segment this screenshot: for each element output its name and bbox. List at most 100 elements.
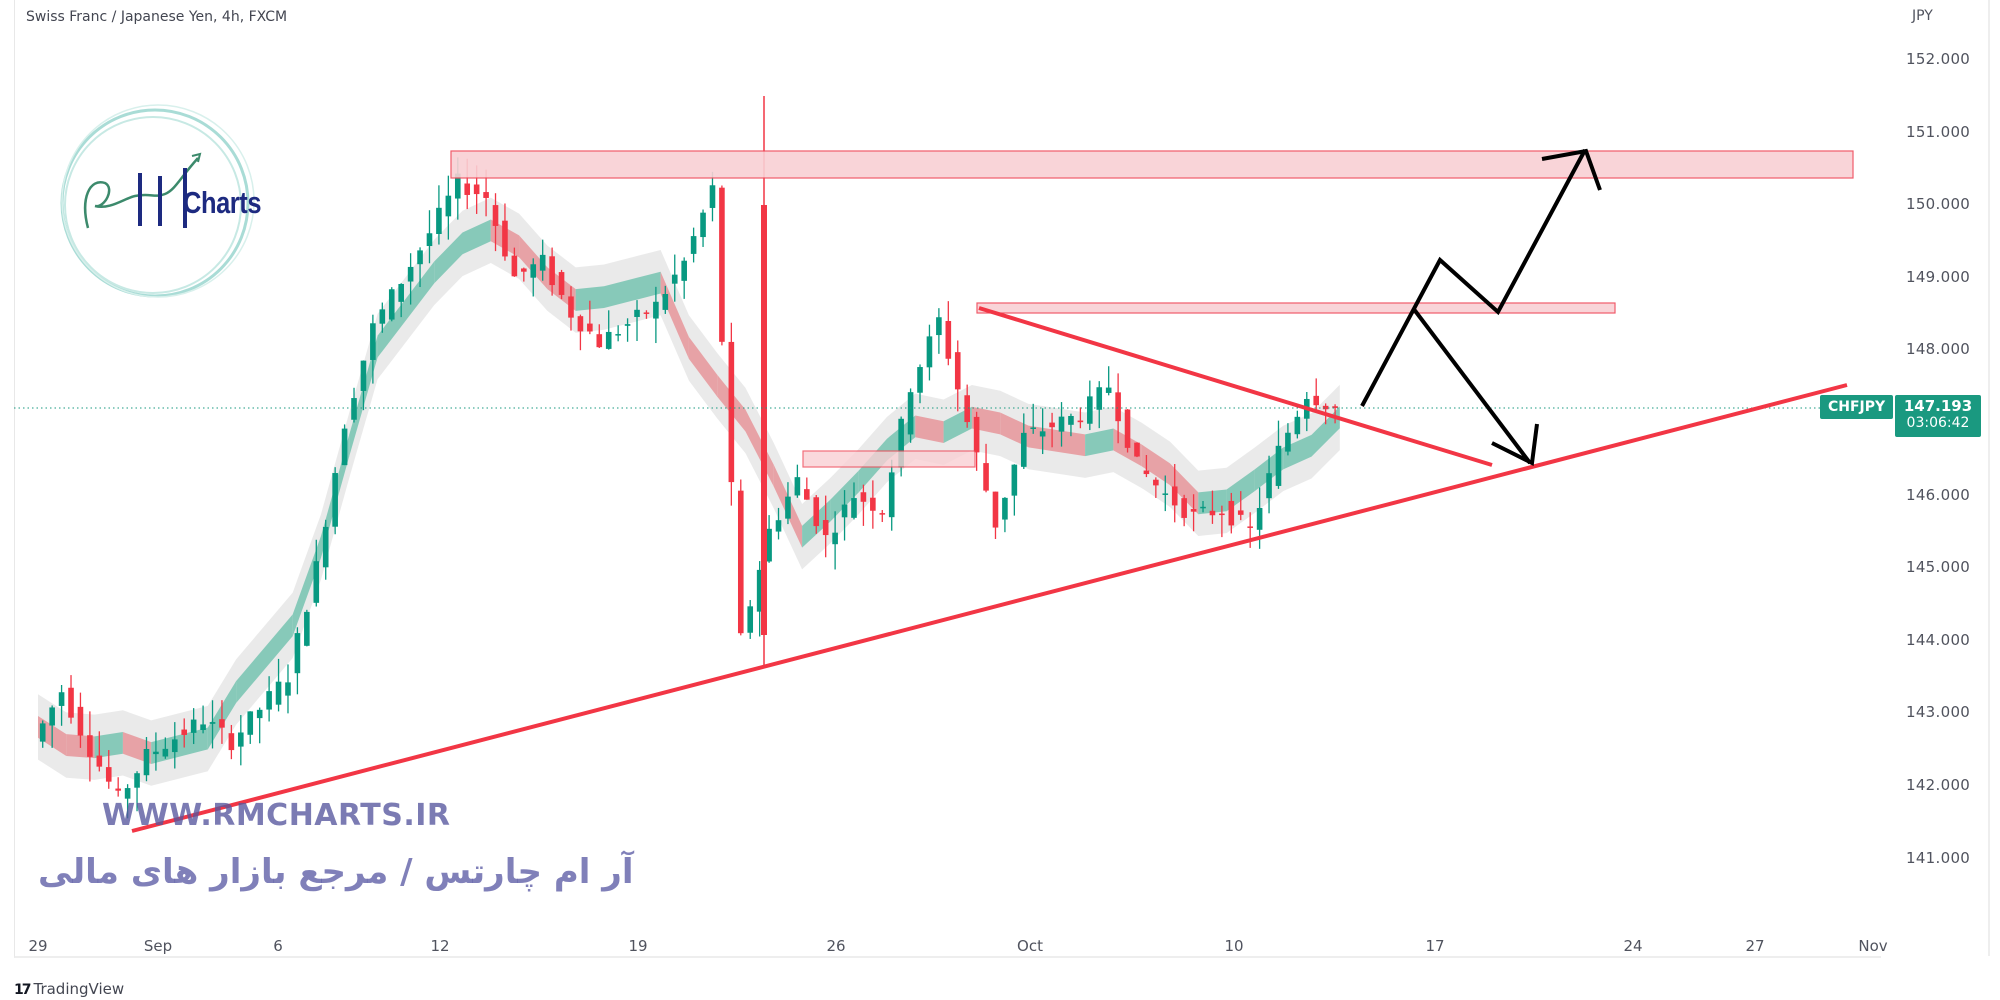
chart-pane[interactable] [14,0,1881,958]
ma-ribbon [94,732,123,759]
candle-body [1237,510,1244,515]
candle-body [785,496,791,519]
candle-body [841,504,848,518]
candle-body [879,513,886,515]
candle-body [304,611,310,646]
candle-body [388,289,395,320]
candle-body [1002,497,1008,520]
candle-body [756,569,763,612]
candle-body [1087,396,1093,424]
candle-body [153,751,159,755]
price-axis[interactable]: JPY 152.000 151.000 150.000 149.000 148.000 1… [1880,0,1990,956]
tradingview-attribution[interactable]: 17 TradingView [14,980,124,998]
candle-body [1143,470,1150,475]
descending-trendline [978,306,1493,467]
candle-body [1134,442,1140,457]
tradingview-label: TradingView [33,980,125,998]
chart-canvas[interactable] [0,0,1880,956]
candle-body [709,185,716,208]
ma-ribbon [1283,434,1312,470]
candle-body [624,324,631,326]
candle-body [445,195,452,217]
candle-body [1266,473,1272,499]
candle-body [1219,513,1225,516]
candle-body [822,520,829,536]
ma-envelope [38,197,1340,786]
time-tick: Sep [143,937,173,955]
candle-body [794,477,801,496]
candle-body [360,360,367,391]
candle-body [936,317,942,336]
candle-body [426,233,433,247]
watermark-persian-tagline: آر ام چارتس / مرجع بازار های مالی [38,852,634,892]
candle-body [983,463,989,491]
candle-body [888,472,895,518]
candle-body [690,236,697,254]
candle-body [926,336,933,368]
time-tick: Oct [1017,937,1043,955]
spike-candle [761,205,767,635]
candle-body [671,274,678,284]
candle-body [1077,420,1084,423]
candle-body [1020,432,1027,467]
ma-ribbon [1170,463,1199,515]
candle-body [370,323,376,360]
ma-ribbon [434,232,463,284]
ma-ribbon [915,415,944,444]
consolidation-zone [802,450,976,468]
candle-body [1153,479,1159,486]
candle-body [502,220,508,257]
candle-body [804,489,810,500]
price-tick: 152.000 [1906,50,1971,68]
candle-body [1322,405,1329,410]
candle-body [275,681,282,705]
candle-body [58,692,65,706]
watermark-url: WWW.RMCHARTS.IR [102,798,451,833]
candle-body [1275,445,1282,486]
candle-body [728,341,735,483]
ma-ribbon [660,271,689,359]
candle-body [1011,464,1018,496]
candle-body [1039,431,1046,437]
candle-body [907,392,914,435]
candle-body [737,490,744,634]
ma-ribbon [1226,469,1255,512]
candle-body [1030,427,1037,429]
candle-body [209,722,216,724]
ma-ribbon [1311,406,1340,457]
candle-body [39,723,46,742]
candle-body [266,691,272,710]
candle-body [200,724,206,730]
candle-body [530,264,537,278]
candle-body [521,268,527,272]
ma-ribbon [292,535,321,637]
candle-body [1124,409,1131,448]
candle-body [587,323,593,332]
candle-body [483,192,489,198]
candle-body [945,320,952,359]
candle-body [124,788,131,799]
ma-ribbon [1141,444,1170,486]
candle-body [681,260,687,281]
candle-body [1105,387,1112,393]
candle-body [870,497,876,511]
candle-body [860,492,867,502]
logo-circle-icon [60,104,255,298]
candle-body [332,473,338,527]
time-tick: 24 [1623,937,1643,955]
ma-ribbon [462,219,491,255]
rmcharts-logo [50,98,280,308]
candle-body [568,296,574,318]
price-tick: 151.000 [1906,122,1971,141]
candle-body [238,732,244,747]
candle-body [77,706,84,736]
candle-body [634,309,640,317]
candle-body [1247,526,1253,528]
price-tick: 143.000 [1906,703,1971,722]
candle-body [256,709,263,719]
candle-body [181,729,188,735]
chart-title: Swiss Franc / Japanese Yen, 4h, FXCM [26,9,288,25]
candle-body [549,256,555,286]
candle-body [766,528,772,562]
ma-ribbon [236,614,293,703]
